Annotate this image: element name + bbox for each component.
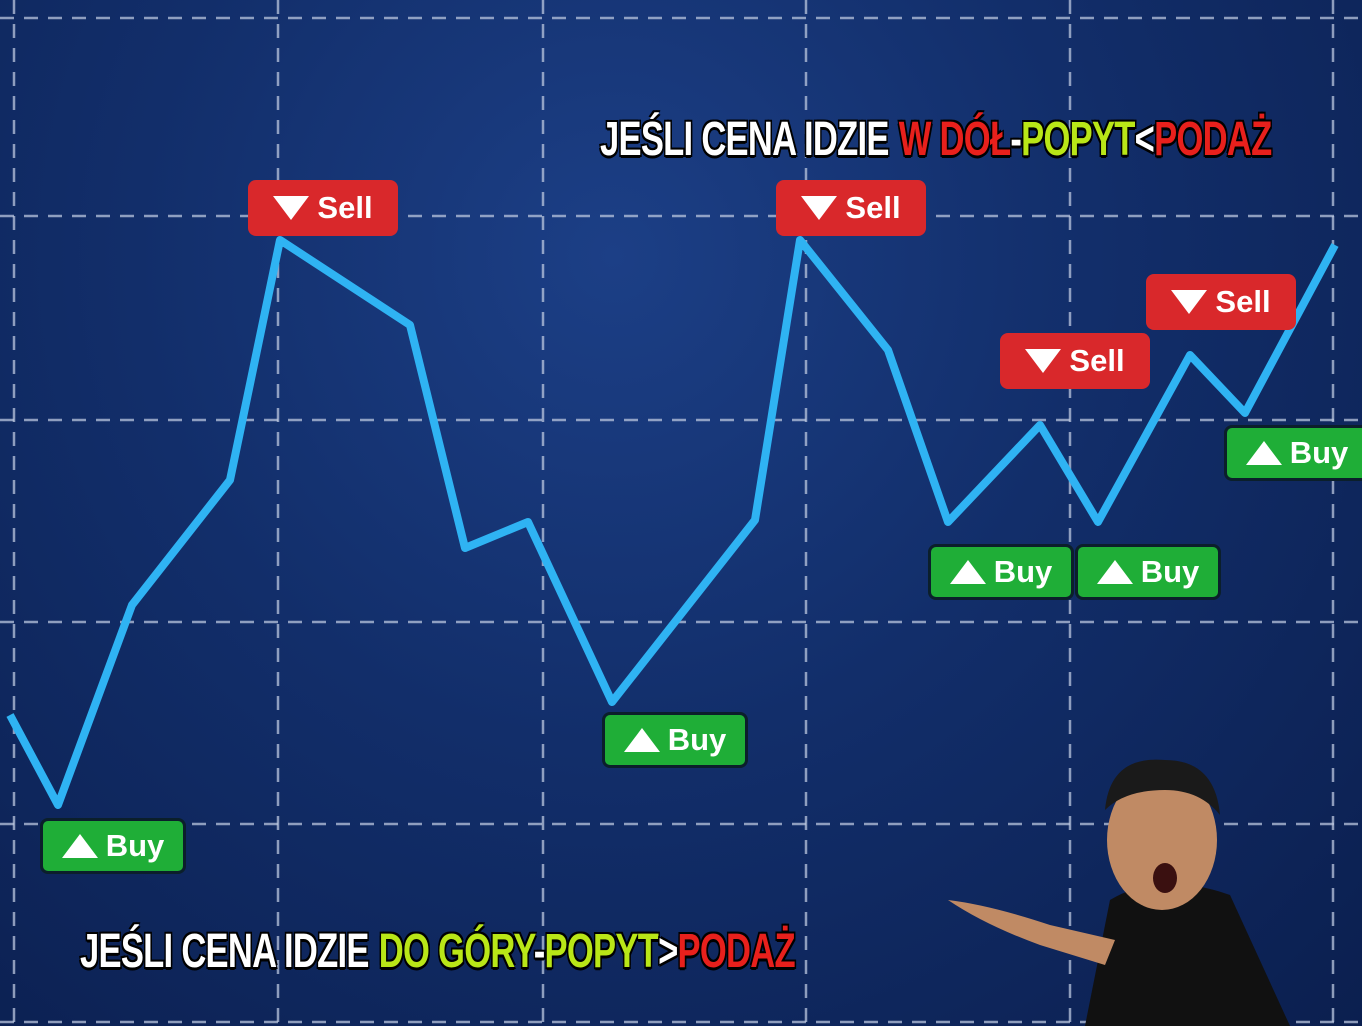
person xyxy=(948,760,1290,1026)
headline-text: - xyxy=(534,925,545,978)
sell-badge: Sell xyxy=(248,180,398,236)
headline-text: JEŚLI CENA IDZIE xyxy=(600,113,889,166)
headline-text: DO GÓRY xyxy=(379,925,534,978)
headline-text: PODAŻ xyxy=(678,925,795,978)
buy-badge: Buy xyxy=(928,544,1074,600)
buy-badge: Buy xyxy=(602,712,748,768)
sell-badge: Sell xyxy=(1000,333,1150,389)
headline-text: JEŚLI CENA IDZIE xyxy=(80,925,369,978)
headline-text: PODAŻ xyxy=(1154,113,1271,166)
arrow-icon xyxy=(62,832,98,860)
headline-text: W DÓŁ xyxy=(899,113,1011,166)
badge-label: Sell xyxy=(845,190,900,226)
arrow-icon xyxy=(801,194,837,222)
arrow-icon xyxy=(624,726,660,754)
badge-label: Sell xyxy=(1069,343,1124,379)
headline-text: POPYT xyxy=(1021,113,1135,166)
headline-text: POPYT xyxy=(545,925,659,978)
headline-text: - xyxy=(1010,113,1021,166)
badge-label: Sell xyxy=(1215,284,1270,320)
arrow-icon xyxy=(950,558,986,586)
buy-badge: Buy xyxy=(40,818,186,874)
sell-badge: Sell xyxy=(1146,274,1296,330)
buy-badge: Buy xyxy=(1224,425,1362,481)
badge-label: Sell xyxy=(317,190,372,226)
badge-label: Buy xyxy=(994,554,1053,590)
sell-badge: Sell xyxy=(776,180,926,236)
arrow-icon xyxy=(1246,439,1282,467)
infographic: JEŚLI CENA IDZIEW DÓŁ-POPYT<PODAŻ JEŚLI … xyxy=(0,0,1362,1026)
badge-label: Buy xyxy=(668,722,727,758)
headline-text: < xyxy=(1135,113,1154,166)
arrow-icon xyxy=(1171,288,1207,316)
arrow-icon xyxy=(273,194,309,222)
badge-label: Buy xyxy=(106,828,165,864)
arrow-icon xyxy=(1025,347,1061,375)
arrow-icon xyxy=(1097,558,1133,586)
badge-label: Buy xyxy=(1141,554,1200,590)
buy-badge: Buy xyxy=(1075,544,1221,600)
headline-text: > xyxy=(658,925,677,978)
badge-label: Buy xyxy=(1290,435,1349,471)
